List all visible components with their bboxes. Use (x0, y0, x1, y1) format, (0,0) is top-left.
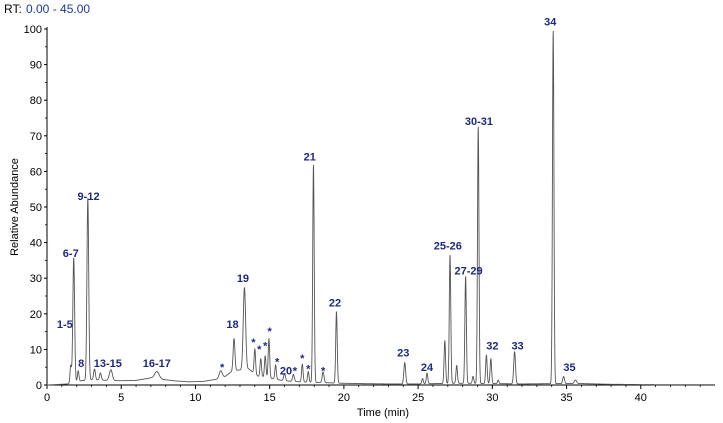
peak-label: * (275, 356, 280, 368)
peak-label: * (321, 365, 326, 377)
peak-label: * (257, 344, 262, 356)
peak-label: 21 (304, 152, 316, 164)
axes (46, 27, 715, 386)
y-tick-label: 100 (24, 24, 42, 36)
x-tick-label: 10 (189, 392, 201, 404)
x-tick-label: 40 (635, 392, 647, 404)
peak-label: * (220, 362, 225, 374)
y-axis-ticks: 0 10 20 30 40 50 60 70 80 90 100 (24, 24, 47, 392)
y-tick-label: 50 (30, 202, 42, 214)
peak-label: 33 (511, 340, 523, 352)
peak-label: 23 (397, 348, 409, 360)
x-tick-label: 30 (486, 392, 498, 404)
peak-label: * (251, 337, 256, 349)
y-axis-title: Relative Abundance (9, 158, 21, 256)
peak-label: 24 (421, 362, 434, 374)
peak-label: 16-17 (143, 358, 171, 370)
peak-label: 30-31 (465, 116, 493, 128)
y-tick-label: 10 (30, 344, 42, 356)
peak-label: * (268, 326, 273, 338)
x-tick-label: 5 (118, 392, 124, 404)
rt-range-value: 0.00 - 45.00 (26, 2, 90, 16)
peak-label: 20 (280, 365, 292, 377)
peak-label: 25-26 (434, 241, 462, 253)
peak-label: * (306, 364, 311, 376)
y-tick-label: 30 (30, 273, 42, 285)
peak-label: 9-12 (78, 191, 100, 203)
y-tick-label: 40 (30, 238, 42, 250)
y-tick-label: 20 (30, 309, 42, 321)
y-tick-label: 80 (30, 95, 42, 107)
peak-label: 18 (226, 319, 238, 331)
rt-label: RT: (4, 2, 22, 16)
peak-label: 13-15 (94, 358, 122, 370)
peak-label: 32 (486, 340, 498, 352)
peak-label: 35 (563, 362, 575, 374)
peak-label: 6-7 (63, 248, 79, 260)
x-tick-label: 0 (44, 392, 50, 404)
peak-label: 8 (78, 358, 84, 370)
x-axis-ticks: 0 5 10 15 20 25 30 35 40 (44, 385, 701, 404)
x-tick-label: 25 (412, 392, 424, 404)
peak-label: 19 (237, 273, 249, 285)
x-tick-label: 15 (264, 392, 276, 404)
x-axis-title: Time (min) (357, 407, 409, 419)
peak-label: 27-29 (455, 266, 483, 278)
x-tick-label: 20 (338, 392, 350, 404)
chromatogram-trace (46, 30, 716, 386)
x-tick-label: 35 (560, 392, 572, 404)
peak-label: * (263, 340, 268, 352)
peak-label: * (300, 353, 305, 365)
peak-label: 22 (329, 298, 341, 310)
peak-label: 34 (544, 16, 557, 28)
y-tick-label: 0 (36, 380, 42, 392)
peak-label: * (293, 365, 298, 377)
y-tick-label: 60 (30, 166, 42, 178)
y-tick-label: 90 (30, 60, 42, 72)
peak-label: 1-5 (57, 319, 73, 331)
y-tick-label: 70 (30, 131, 42, 143)
